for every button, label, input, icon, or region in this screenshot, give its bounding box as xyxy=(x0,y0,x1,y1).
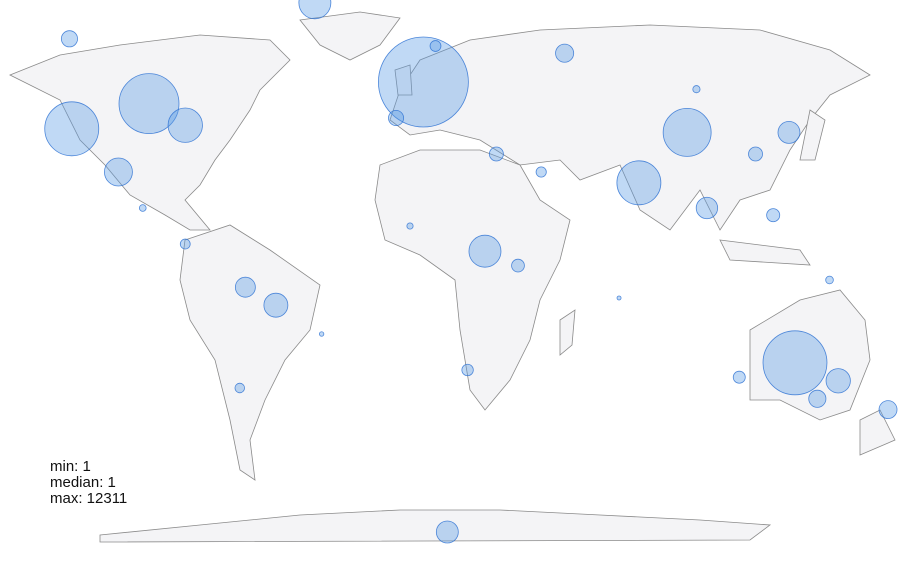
bubble xyxy=(808,389,827,408)
bubble xyxy=(762,330,828,396)
australia xyxy=(749,289,871,421)
south-america xyxy=(179,224,321,481)
new-zealand xyxy=(859,409,896,456)
bubble xyxy=(298,0,332,20)
bubble xyxy=(777,120,801,144)
bubble xyxy=(616,295,622,301)
bubble xyxy=(662,107,712,157)
legend-median: median: 1 xyxy=(50,474,116,491)
bubble xyxy=(435,520,459,544)
indonesia xyxy=(719,239,811,266)
japan xyxy=(799,109,826,161)
bubble xyxy=(488,146,504,162)
bubble xyxy=(555,43,575,63)
bubble xyxy=(535,166,547,178)
bubble xyxy=(511,258,525,273)
landmasses xyxy=(9,11,896,543)
britain xyxy=(394,64,413,96)
bubble xyxy=(429,40,442,52)
bubble xyxy=(234,382,245,394)
bubble xyxy=(44,101,100,157)
eurasia xyxy=(389,24,871,231)
madagascar xyxy=(559,309,576,356)
bubble xyxy=(825,275,834,285)
bubble xyxy=(104,157,133,187)
legend-min: min: 1 xyxy=(50,458,91,475)
bubble xyxy=(406,222,414,230)
legend: min: 1 median: 1 max: 12311 xyxy=(50,458,127,507)
bubble xyxy=(692,85,701,94)
africa xyxy=(374,149,571,411)
bubble xyxy=(732,370,746,384)
bubble xyxy=(766,208,781,223)
north-america xyxy=(9,34,291,231)
bubble xyxy=(377,36,469,128)
bubbles xyxy=(44,0,898,544)
bubble xyxy=(616,160,662,206)
bubble xyxy=(118,73,180,134)
bubble xyxy=(468,234,502,268)
bubble xyxy=(167,107,203,143)
bubble xyxy=(748,146,763,162)
bubble xyxy=(878,400,898,419)
bubble xyxy=(319,331,325,337)
bubble xyxy=(825,368,851,394)
legend-max: max: 12311 xyxy=(50,490,127,507)
bubble xyxy=(263,292,289,318)
bubble xyxy=(138,204,147,212)
bubble xyxy=(461,363,474,377)
bubble xyxy=(234,276,256,298)
greenland xyxy=(299,11,401,61)
antarctica xyxy=(99,509,772,543)
bubble xyxy=(179,238,191,250)
bubble xyxy=(60,30,78,48)
bubble xyxy=(695,196,719,220)
bubble xyxy=(388,110,405,126)
